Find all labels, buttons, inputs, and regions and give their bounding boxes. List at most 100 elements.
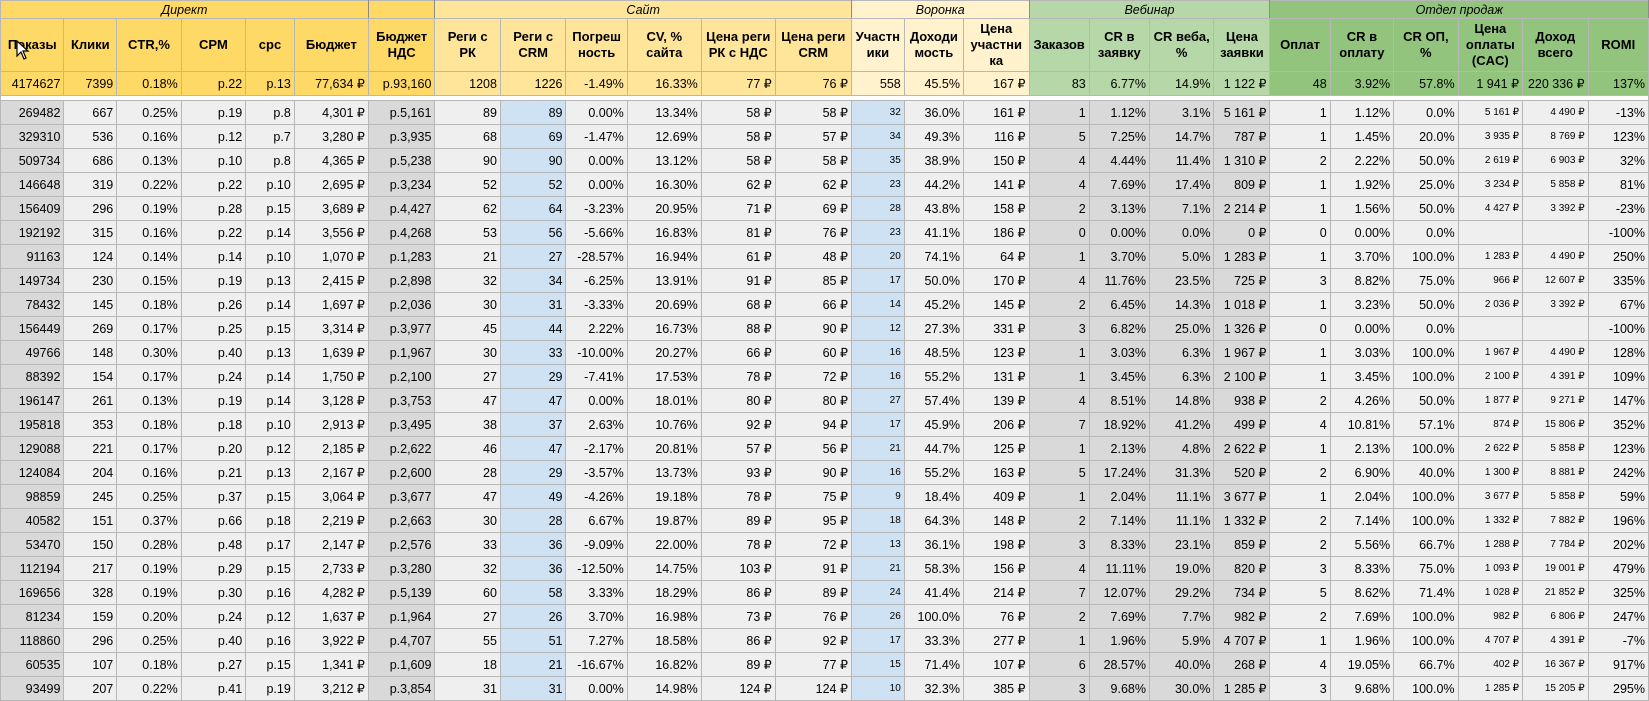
table-cell[interactable]: 4 427 ₽: [1457, 196, 1524, 221]
table-cell[interactable]: 107 ₽: [962, 652, 1030, 677]
table-cell[interactable]: 41.2%: [1148, 412, 1215, 437]
table-cell[interactable]: р.10: [245, 244, 295, 269]
table-cell[interactable]: 0.25%: [116, 628, 182, 653]
table-cell[interactable]: 2: [1269, 460, 1331, 485]
table-cell[interactable]: 20.27%: [626, 340, 702, 365]
table-cell[interactable]: 295%: [1587, 676, 1649, 701]
table-cell[interactable]: 78 ₽: [700, 484, 776, 509]
table-cell[interactable]: 1 332 ₽: [1213, 508, 1271, 533]
table-cell[interactable]: 55.2%: [903, 364, 964, 389]
table-cell[interactable]: 15 205 ₽: [1522, 676, 1589, 701]
table-cell[interactable]: 4: [1269, 652, 1331, 677]
table-cell[interactable]: 3: [1028, 532, 1090, 557]
table-cell[interactable]: 0: [1028, 220, 1090, 245]
table-cell[interactable]: 2: [1269, 388, 1331, 413]
table-cell[interactable]: 32%: [1587, 148, 1649, 173]
table-cell[interactable]: 56: [499, 220, 567, 245]
table-cell[interactable]: 146648: [0, 172, 65, 197]
table-cell[interactable]: 148: [63, 340, 118, 365]
table-cell[interactable]: 0.17%: [116, 436, 182, 461]
table-cell[interactable]: 2.63%: [565, 412, 628, 437]
table-cell[interactable]: 0.22%: [116, 676, 182, 701]
table-cell[interactable]: 13: [850, 532, 905, 557]
table-cell[interactable]: 725 ₽: [1213, 268, 1271, 293]
table-cell[interactable]: 31: [434, 676, 501, 701]
table-cell[interactable]: 1.92%: [1329, 172, 1395, 197]
total-cell-22[interactable]: 3.92%: [1329, 71, 1395, 96]
table-cell[interactable]: 93499: [0, 676, 65, 701]
table-cell[interactable]: 1 967 ₽: [1213, 340, 1271, 365]
table-cell[interactable]: 26: [850, 604, 905, 629]
table-cell[interactable]: 277 ₽: [962, 628, 1030, 653]
table-cell[interactable]: 14.98%: [626, 676, 702, 701]
total-cell-16[interactable]: 167 ₽: [962, 71, 1030, 96]
table-cell[interactable]: -100%: [1587, 316, 1649, 341]
table-cell[interactable]: 36: [499, 532, 567, 557]
table-cell[interactable]: р.25: [180, 316, 247, 341]
table-cell[interactable]: 3.1%: [1148, 100, 1215, 125]
table-cell[interactable]: 2.22%: [1329, 148, 1395, 173]
table-cell[interactable]: 11.4%: [1148, 148, 1215, 173]
table-cell[interactable]: 27: [499, 244, 567, 269]
table-cell[interactable]: р.14: [245, 220, 295, 245]
table-cell[interactable]: 3.13%: [1088, 196, 1150, 221]
table-cell[interactable]: 29.2%: [1148, 580, 1215, 605]
table-cell[interactable]: 88 ₽: [700, 316, 776, 341]
table-cell[interactable]: р.2,100: [367, 364, 436, 389]
table-cell[interactable]: 3,280 ₽: [293, 124, 369, 149]
table-cell[interactable]: 7.25%: [1088, 124, 1150, 149]
table-cell[interactable]: 52: [499, 172, 567, 197]
table-cell[interactable]: 15: [850, 652, 905, 677]
table-cell[interactable]: 6.3%: [1148, 364, 1215, 389]
table-cell[interactable]: 18.4%: [903, 484, 964, 509]
table-cell[interactable]: 20.81%: [626, 436, 702, 461]
table-cell[interactable]: 128%: [1587, 340, 1649, 365]
table-cell[interactable]: 148 ₽: [962, 508, 1030, 533]
total-cell-14[interactable]: 558: [850, 71, 905, 96]
group-site[interactable]: Сайт: [434, 0, 852, 19]
table-cell[interactable]: 57.4%: [903, 388, 964, 413]
table-cell[interactable]: 8.62%: [1329, 580, 1395, 605]
table-cell[interactable]: 479%: [1587, 556, 1649, 581]
table-cell[interactable]: 3.70%: [1088, 244, 1150, 269]
table-cell[interactable]: р.27: [180, 652, 247, 677]
table-cell[interactable]: 1: [1269, 172, 1331, 197]
table-cell[interactable]: 0.18%: [116, 412, 182, 437]
table-cell[interactable]: 217: [63, 556, 118, 581]
table-cell[interactable]: 1,070 ₽: [293, 244, 369, 269]
table-cell[interactable]: 21: [434, 244, 501, 269]
total-cell-12[interactable]: 77 ₽: [700, 71, 776, 96]
table-cell[interactable]: 75 ₽: [774, 484, 852, 509]
table-cell[interactable]: 4.44%: [1088, 148, 1150, 173]
table-cell[interactable]: 335%: [1587, 268, 1649, 293]
table-cell[interactable]: р.24: [180, 604, 247, 629]
table-cell[interactable]: 36.0%: [903, 100, 964, 125]
table-cell[interactable]: 36.1%: [903, 532, 964, 557]
table-cell[interactable]: 118860: [0, 628, 65, 653]
table-cell[interactable]: 16.98%: [626, 604, 702, 629]
table-cell[interactable]: 30: [434, 340, 501, 365]
table-cell[interactable]: 169656: [0, 580, 65, 605]
table-cell[interactable]: 4: [1269, 412, 1331, 437]
table-cell[interactable]: 0.00%: [1329, 316, 1395, 341]
table-cell[interactable]: 16.73%: [626, 316, 702, 341]
table-cell[interactable]: 154: [63, 364, 118, 389]
table-cell[interactable]: 0.16%: [116, 124, 182, 149]
table-cell[interactable]: 35: [850, 148, 905, 173]
table-cell[interactable]: 89 ₽: [700, 652, 776, 677]
table-cell[interactable]: 1: [1269, 340, 1331, 365]
table-cell[interactable]: 32: [850, 100, 905, 125]
table-cell[interactable]: 296: [63, 196, 118, 221]
total-cell-8[interactable]: 1208: [434, 71, 501, 96]
table-cell[interactable]: р.3,977: [367, 316, 436, 341]
column-header-23[interactable]: CR ОП, %: [1393, 18, 1459, 72]
table-cell[interactable]: р.14: [245, 364, 295, 389]
table-cell[interactable]: 80 ₽: [700, 388, 776, 413]
column-header-17[interactable]: Заказов: [1028, 18, 1090, 72]
table-cell[interactable]: -4.26%: [565, 484, 628, 509]
table-cell[interactable]: 77 ₽: [774, 652, 852, 677]
table-cell[interactable]: р.8: [245, 100, 295, 125]
table-cell[interactable]: 28: [850, 196, 905, 221]
table-cell[interactable]: 170 ₽: [962, 268, 1030, 293]
table-cell[interactable]: р.18: [180, 412, 247, 437]
